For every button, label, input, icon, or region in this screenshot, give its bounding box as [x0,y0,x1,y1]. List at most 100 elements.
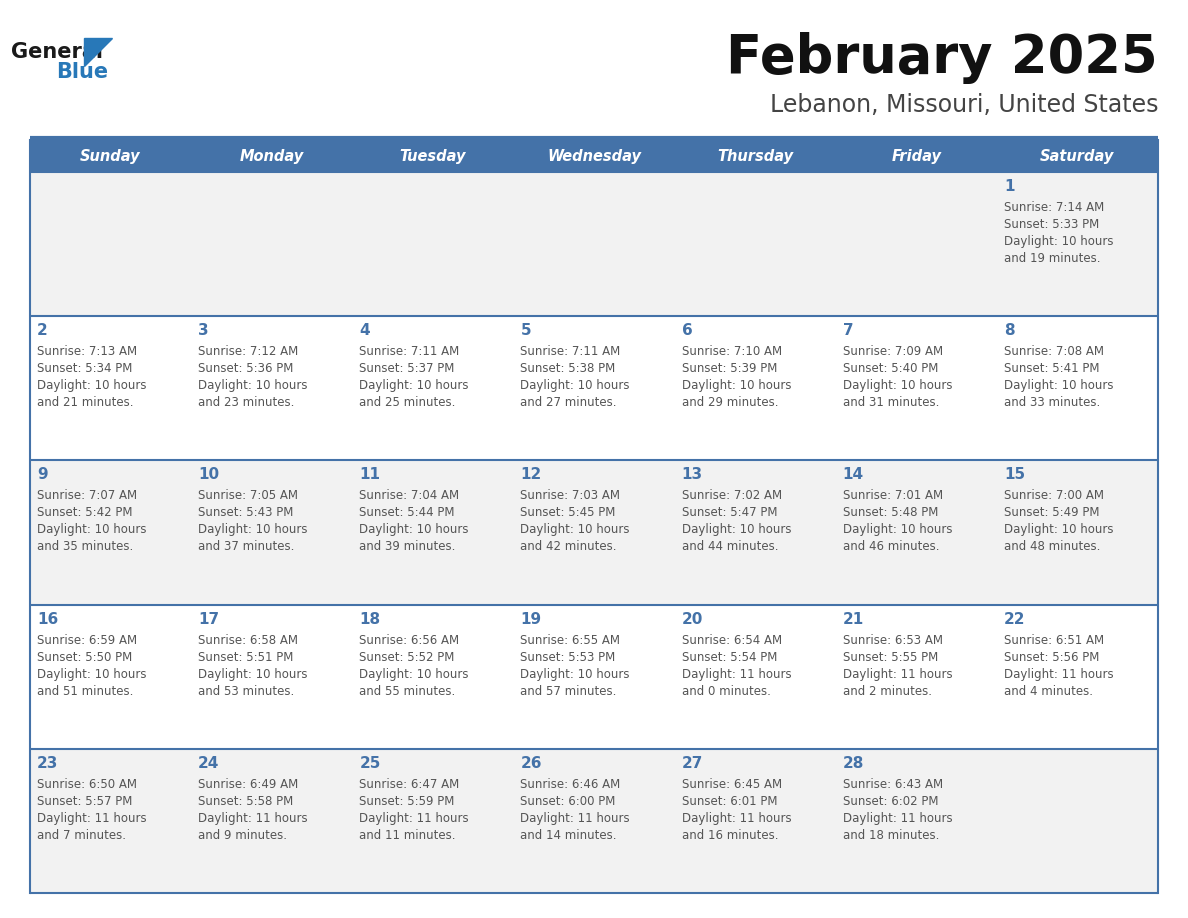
Text: Sunset: 5:48 PM: Sunset: 5:48 PM [842,507,939,520]
Text: Sunset: 5:33 PM: Sunset: 5:33 PM [1004,218,1099,231]
Text: and 39 minutes.: and 39 minutes. [359,541,456,554]
Text: and 33 minutes.: and 33 minutes. [1004,397,1100,409]
Bar [997,749,1158,893]
Text: and 44 minutes.: and 44 minutes. [682,541,778,554]
Text: Sunset: 5:52 PM: Sunset: 5:52 PM [359,651,455,664]
Text: Sunrise: 6:47 AM: Sunrise: 6:47 AM [359,778,460,790]
Text: Sunset: 5:42 PM: Sunset: 5:42 PM [37,507,133,520]
Bar [997,140,1158,172]
Text: Daylight: 10 hours: Daylight: 10 hours [37,523,146,536]
Text: Sunrise: 7:07 AM: Sunrise: 7:07 AM [37,489,137,502]
Text: 4: 4 [359,323,369,338]
Text: Sunset: 5:49 PM: Sunset: 5:49 PM [1004,507,1099,520]
Text: Sunrise: 6:45 AM: Sunrise: 6:45 AM [682,778,782,790]
Text: Sunrise: 6:43 AM: Sunrise: 6:43 AM [842,778,943,790]
Text: 28: 28 [842,756,864,771]
Text: and 27 minutes.: and 27 minutes. [520,397,617,409]
Bar [835,605,997,749]
Text: 25: 25 [359,756,380,771]
Text: Daylight: 10 hours: Daylight: 10 hours [198,379,308,392]
Text: Sunrise: 7:03 AM: Sunrise: 7:03 AM [520,489,620,502]
Bar [30,172,191,316]
Text: Thursday: Thursday [718,149,794,163]
Text: and 55 minutes.: and 55 minutes. [359,685,455,698]
Text: and 42 minutes.: and 42 minutes. [520,541,617,554]
Text: Sunset: 5:40 PM: Sunset: 5:40 PM [842,363,939,375]
Text: and 48 minutes.: and 48 minutes. [1004,541,1100,554]
Text: Sunrise: 7:05 AM: Sunrise: 7:05 AM [198,489,298,502]
Text: Daylight: 10 hours: Daylight: 10 hours [520,667,630,680]
Text: 12: 12 [520,467,542,482]
Text: and 14 minutes.: and 14 minutes. [520,829,617,842]
Text: Monday: Monday [240,149,304,163]
Text: 5: 5 [520,323,531,338]
Text: 18: 18 [359,611,380,627]
Text: Sunrise: 7:04 AM: Sunrise: 7:04 AM [359,489,460,502]
Text: Sunset: 5:47 PM: Sunset: 5:47 PM [682,507,777,520]
Text: 19: 19 [520,611,542,627]
Text: 21: 21 [842,611,864,627]
Text: Daylight: 11 hours: Daylight: 11 hours [37,812,146,824]
Text: 24: 24 [198,756,220,771]
Text: February 2025: February 2025 [726,32,1158,84]
Bar [30,140,191,172]
Text: 10: 10 [198,467,220,482]
Text: Sunrise: 6:50 AM: Sunrise: 6:50 AM [37,778,137,790]
Text: Daylight: 10 hours: Daylight: 10 hours [37,667,146,680]
Text: Sunrise: 7:10 AM: Sunrise: 7:10 AM [682,345,782,358]
Bar [997,172,1158,316]
Text: Sunset: 5:41 PM: Sunset: 5:41 PM [1004,363,1099,375]
Text: and 0 minutes.: and 0 minutes. [682,685,771,698]
Text: Sunrise: 6:46 AM: Sunrise: 6:46 AM [520,778,620,790]
Bar [191,461,353,605]
Bar [191,140,353,172]
Text: and 57 minutes.: and 57 minutes. [520,685,617,698]
Text: Sunrise: 6:58 AM: Sunrise: 6:58 AM [198,633,298,646]
Bar [30,461,191,605]
Text: and 46 minutes.: and 46 minutes. [842,541,940,554]
Text: 2: 2 [37,323,48,338]
Text: 17: 17 [198,611,220,627]
Text: Sunset: 5:57 PM: Sunset: 5:57 PM [37,795,132,808]
Text: Sunrise: 7:01 AM: Sunrise: 7:01 AM [842,489,943,502]
Bar [675,605,835,749]
Text: Daylight: 11 hours: Daylight: 11 hours [359,812,469,824]
Bar [513,140,675,172]
Text: 16: 16 [37,611,58,627]
Text: and 18 minutes.: and 18 minutes. [842,829,939,842]
Text: Daylight: 11 hours: Daylight: 11 hours [842,812,953,824]
Text: 14: 14 [842,467,864,482]
Bar [353,461,513,605]
Text: 22: 22 [1004,611,1025,627]
Text: 1: 1 [1004,179,1015,194]
Text: 6: 6 [682,323,693,338]
Text: Sunset: 5:50 PM: Sunset: 5:50 PM [37,651,132,664]
Text: Sunrise: 7:08 AM: Sunrise: 7:08 AM [1004,345,1104,358]
Text: 23: 23 [37,756,58,771]
Text: Daylight: 10 hours: Daylight: 10 hours [842,379,953,392]
Text: and 4 minutes.: and 4 minutes. [1004,685,1093,698]
Text: Sunset: 5:55 PM: Sunset: 5:55 PM [842,651,939,664]
Bar [675,316,835,461]
Text: Sunset: 5:34 PM: Sunset: 5:34 PM [37,363,132,375]
Text: 20: 20 [682,611,703,627]
Text: Sunset: 6:02 PM: Sunset: 6:02 PM [842,795,939,808]
Text: Sunrise: 7:02 AM: Sunrise: 7:02 AM [682,489,782,502]
Text: Daylight: 11 hours: Daylight: 11 hours [1004,667,1113,680]
Text: Daylight: 10 hours: Daylight: 10 hours [359,379,469,392]
Text: Daylight: 11 hours: Daylight: 11 hours [682,667,791,680]
Text: Sunday: Sunday [81,149,141,163]
Text: Sunrise: 6:51 AM: Sunrise: 6:51 AM [1004,633,1104,646]
Bar [353,316,513,461]
Text: and 37 minutes.: and 37 minutes. [198,541,295,554]
Bar [513,605,675,749]
Text: and 7 minutes.: and 7 minutes. [37,829,126,842]
Text: Daylight: 10 hours: Daylight: 10 hours [520,379,630,392]
Text: 9: 9 [37,467,48,482]
Text: Daylight: 10 hours: Daylight: 10 hours [842,523,953,536]
Text: Sunset: 5:56 PM: Sunset: 5:56 PM [1004,651,1099,664]
Text: Sunrise: 7:11 AM: Sunrise: 7:11 AM [359,345,460,358]
Text: Sunrise: 7:09 AM: Sunrise: 7:09 AM [842,345,943,358]
Text: and 11 minutes.: and 11 minutes. [359,829,456,842]
Text: and 23 minutes.: and 23 minutes. [198,397,295,409]
